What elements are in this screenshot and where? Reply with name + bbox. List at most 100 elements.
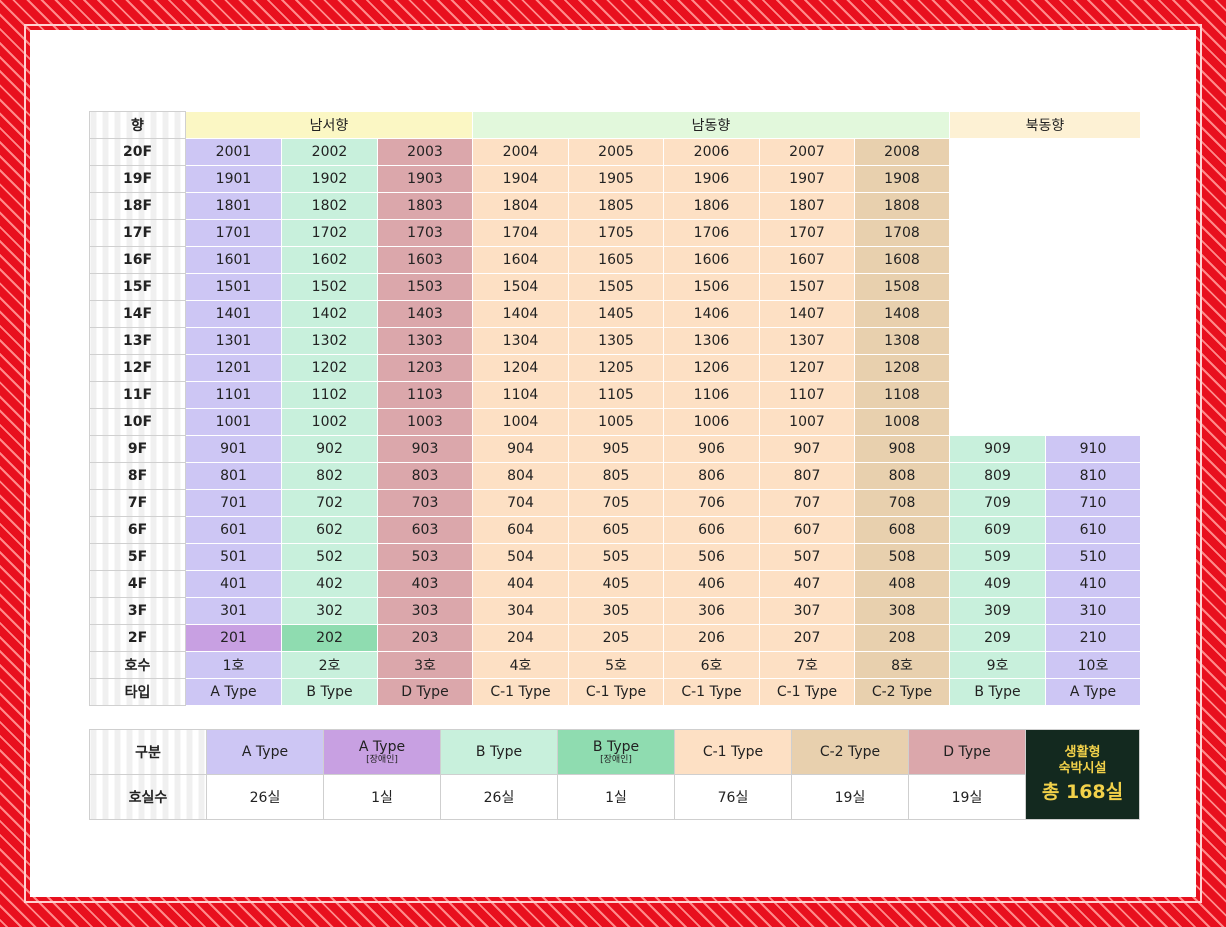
unit-cell: 210	[1045, 624, 1141, 652]
unit-cell: 907	[759, 435, 855, 463]
unit-cell: 1803	[377, 192, 473, 220]
unit-number-cell: 2호	[281, 651, 378, 679]
unit-cell: 306	[663, 597, 760, 625]
unit-cell: 1607	[759, 246, 855, 274]
unit-cell: 2005	[568, 138, 664, 166]
unit-cell: 709	[949, 489, 1046, 517]
unit-cell: 1502	[281, 273, 378, 301]
floor-label: 8F	[89, 462, 186, 490]
summary-type-cell: A Type	[206, 729, 324, 775]
category-label: 구분	[89, 729, 207, 775]
unit-number-cell: 9호	[949, 651, 1046, 679]
unit-cell: 1202	[281, 354, 378, 382]
unit-cell: 405	[568, 570, 664, 598]
unit-cell: 1601	[185, 246, 282, 274]
floor-label: 20F	[89, 138, 186, 166]
summary-type-cell: A Type [장애인]	[323, 729, 441, 775]
empty-cell	[1045, 327, 1141, 355]
type-row: 타입 A Type B Type D Type C-1 Type C-1 Type C-1 …	[89, 678, 1141, 706]
summary-count-cell: 19실	[791, 774, 909, 820]
unit-cell: 2003	[377, 138, 473, 166]
unit-cell: 207	[759, 624, 855, 652]
unit-cell: 1305	[568, 327, 664, 355]
total-title-line2: 숙박시설	[1058, 760, 1107, 776]
type-cell: B Type	[281, 678, 378, 706]
unit-cell: 1504	[472, 273, 569, 301]
unit-cell: 1807	[759, 192, 855, 220]
empty-cell	[949, 327, 1046, 355]
unit-cell: 410	[1045, 570, 1141, 598]
unit-cell: 1106	[663, 381, 760, 409]
floor-row: 6F 601 602 603 604 605 606 607 608 609 610	[89, 516, 1141, 544]
unit-cell: 1804	[472, 192, 569, 220]
unit-cell: 2002	[281, 138, 378, 166]
unit-cell: 2008	[854, 138, 950, 166]
unit-cell: 1002	[281, 408, 378, 436]
unit-number-cell: 7호	[759, 651, 855, 679]
empty-cell	[1045, 138, 1141, 166]
count-label: 호실수	[89, 774, 207, 820]
unit-number-cell: 4호	[472, 651, 569, 679]
unit-cell: 908	[854, 435, 950, 463]
unit-cell: 2004	[472, 138, 569, 166]
type-label: 타입	[89, 678, 186, 706]
unit-cell: 1605	[568, 246, 664, 274]
unit-cell: 304	[472, 597, 569, 625]
unit-cell: 1904	[472, 165, 569, 193]
unit-cell: 704	[472, 489, 569, 517]
unit-cell: 610	[1045, 516, 1141, 544]
unit-cell: 1301	[185, 327, 282, 355]
unit-cell: 409	[949, 570, 1046, 598]
unit-cell: 1806	[663, 192, 760, 220]
unit-number-label: 호수	[89, 651, 186, 679]
type-cell: C-1 Type	[472, 678, 569, 706]
type-cell: C-1 Type	[759, 678, 855, 706]
unit-cell: 1308	[854, 327, 950, 355]
floor-row: 17F 1701 1702 1703 1704 1705 1706 1707 1708	[89, 219, 1141, 247]
summary-type-subtitle: [장애인]	[600, 755, 632, 765]
unit-cell: 1902	[281, 165, 378, 193]
summary-type-cell: D Type	[908, 729, 1026, 775]
unit-cell: 309	[949, 597, 1046, 625]
floor-row: 9F 901 902 903 904 905 906 907 908 909 910	[89, 435, 1141, 463]
empty-cell	[1045, 165, 1141, 193]
unit-cell: 506	[663, 543, 760, 571]
summary-type-cell: B Type	[440, 729, 558, 775]
floor-row: 20F 2001 2002 2003 2004 2005 2006 2007 2008	[89, 138, 1141, 166]
empty-cell	[949, 408, 1046, 436]
unit-cell: 503	[377, 543, 473, 571]
floor-row: 13F 1301 1302 1303 1304 1305 1306 1307 1308	[89, 327, 1141, 355]
unit-number-cell: 5호	[568, 651, 664, 679]
summary-type-name: C-1 Type	[702, 744, 764, 760]
floor-label: 15F	[89, 273, 186, 301]
summary-count-cell: 1실	[557, 774, 675, 820]
unit-cell: 209	[949, 624, 1046, 652]
unit-cell: 1001	[185, 408, 282, 436]
unit-cell: 1402	[281, 300, 378, 328]
unit-cell: 2001	[185, 138, 282, 166]
unit-cell: 404	[472, 570, 569, 598]
unit-cell: 408	[854, 570, 950, 598]
unit-cell: 1508	[854, 273, 950, 301]
unit-cell: 1303	[377, 327, 473, 355]
empty-cell	[1045, 273, 1141, 301]
unit-cell: 1503	[377, 273, 473, 301]
unit-cell: 1307	[759, 327, 855, 355]
empty-cell	[949, 219, 1046, 247]
empty-cell	[949, 273, 1046, 301]
unit-cell: 310	[1045, 597, 1141, 625]
unit-cell: 1603	[377, 246, 473, 274]
unit-cell: 1103	[377, 381, 473, 409]
unit-cell: 1302	[281, 327, 378, 355]
unit-cell: 1604	[472, 246, 569, 274]
total-room-count: 총 168실	[1041, 780, 1124, 803]
summary-type-name: B Type	[475, 744, 523, 760]
empty-cell	[949, 246, 1046, 274]
unit-cell: 1204	[472, 354, 569, 382]
unit-cell: 901	[185, 435, 282, 463]
unit-number-cell: 6호	[663, 651, 760, 679]
unit-cell: 607	[759, 516, 855, 544]
unit-cell: 1505	[568, 273, 664, 301]
orientation-header-row: 향 남서향 남동향 북동향	[89, 111, 1141, 139]
unit-cell: 808	[854, 462, 950, 490]
